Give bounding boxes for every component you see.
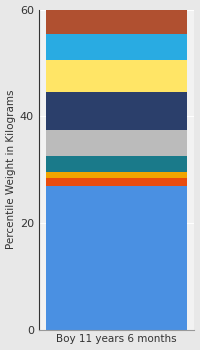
Bar xyxy=(46,92,187,130)
Bar xyxy=(46,130,187,156)
Bar xyxy=(46,60,187,92)
Y-axis label: Percentile Weight in Kilograms: Percentile Weight in Kilograms xyxy=(6,90,16,249)
Bar xyxy=(46,186,187,330)
Bar xyxy=(46,34,187,60)
Bar xyxy=(46,177,187,186)
Bar xyxy=(46,9,187,34)
Bar xyxy=(46,172,187,177)
Bar xyxy=(46,156,187,172)
